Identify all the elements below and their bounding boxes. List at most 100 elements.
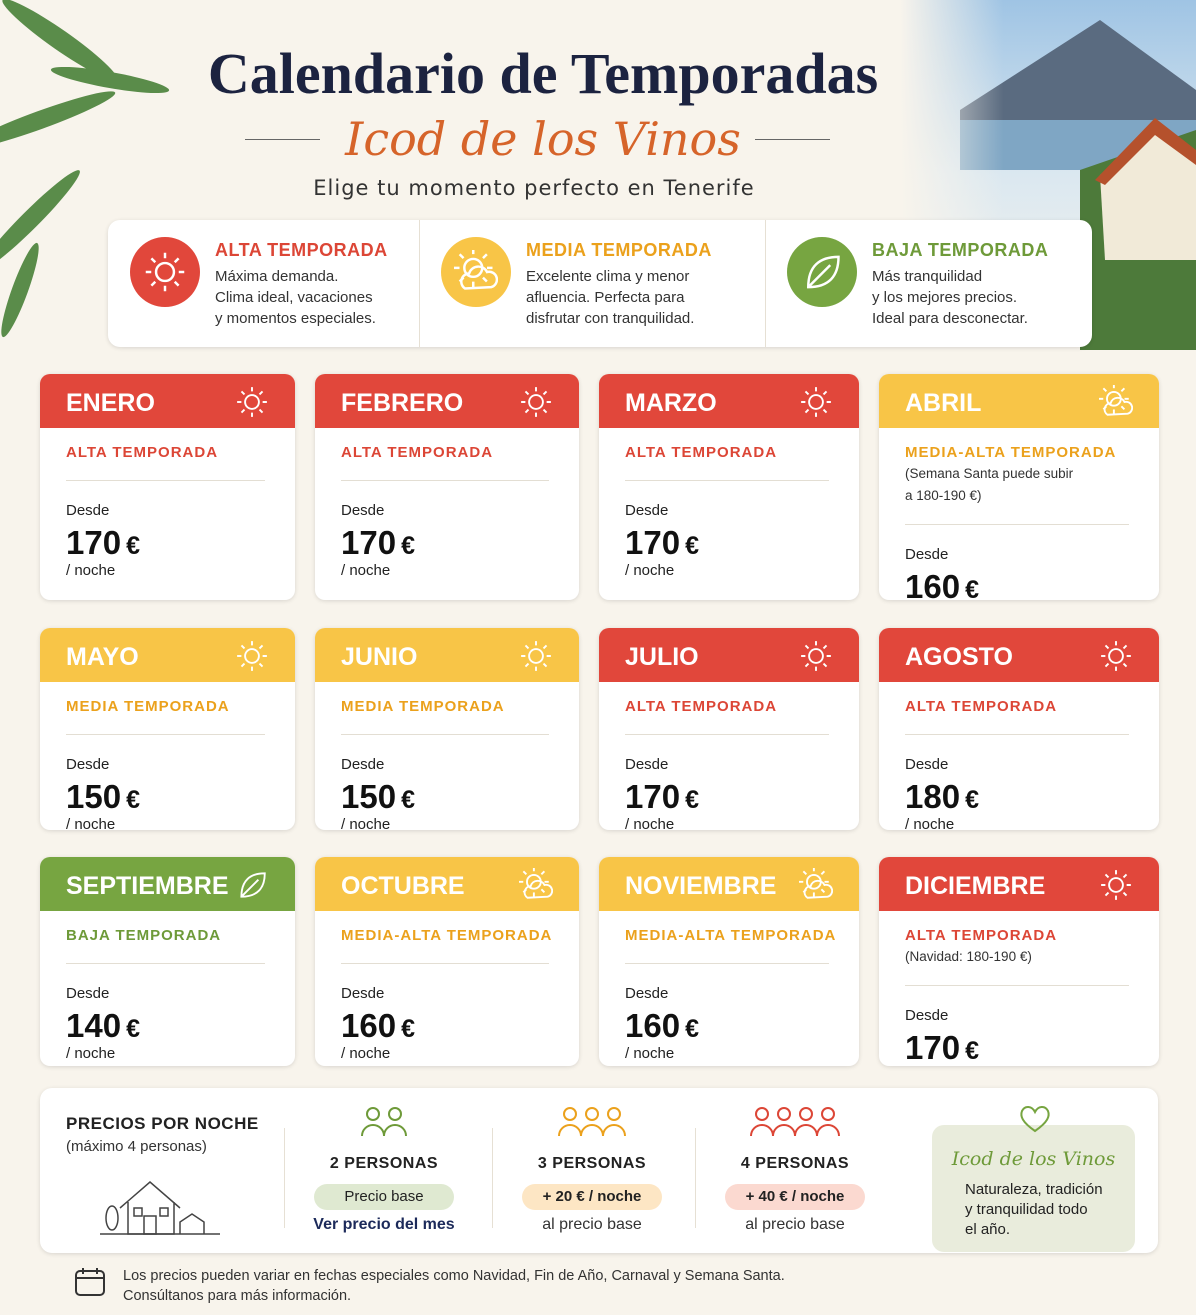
people-count: 4 PERSONAS (740, 1155, 850, 1172)
month-card: SEPTIEMBRE BAJA TEMPORADA Desde 140 € / noche (40, 857, 295, 1066)
currency: € (685, 532, 699, 560)
divider (341, 480, 549, 481)
season-note: (Semana Santa puede subir (905, 466, 1074, 481)
month-header (315, 374, 579, 428)
per-night: / noche (341, 562, 391, 579)
people-count: 2 PERSONAS (329, 1155, 439, 1172)
price-badge: Precio base (314, 1184, 454, 1210)
legend-text: afluencia. Perfecta para (526, 289, 685, 306)
divider (341, 734, 549, 735)
pricing-title: PRECIOS POR NOCHE (66, 1114, 259, 1133)
season: MEDIA TEMPORADA (341, 698, 505, 715)
icon (807, 255, 840, 289)
price-note: al precio base (542, 1216, 642, 1233)
icon (1099, 383, 1134, 416)
month-card: JUNIO MEDIA TEMPORADA Desde 150 € / noche (315, 628, 579, 830)
from-label: Desde (341, 985, 385, 1002)
legend-text: Más tranquilidad (872, 268, 983, 285)
legend-title: MEDIA TEMPORADA (526, 240, 712, 260)
legend-text: Clima ideal, vacaciones (215, 289, 373, 306)
price: 170 € (905, 1029, 979, 1066)
month-name: SEPTIEMBRE (66, 872, 229, 900)
price-value: 160 (625, 1007, 681, 1044)
from-label: Desde (625, 502, 669, 519)
from-label: Desde (625, 756, 669, 773)
divider (66, 480, 265, 481)
brand-name: Icod de los Vinos (951, 1148, 1116, 1170)
season-note: a 180-190 €) (905, 488, 982, 503)
month-name: ABRIL (905, 389, 982, 417)
people-icon (748, 1106, 842, 1145)
legend-text: Excelente clima y menor (526, 268, 690, 285)
price: 160 € (625, 1007, 699, 1045)
price-value: 160 (905, 568, 961, 600)
currency: € (126, 532, 140, 560)
palm-leaves (0, 0, 170, 338)
icon (1101, 641, 1131, 671)
divider (695, 1128, 696, 1228)
price: 160 € (341, 1007, 415, 1045)
month-header (599, 857, 859, 911)
month-card: DICIEMBRE ALTA TEMPORADA (Navidad: 180-190… (879, 857, 1159, 1066)
price-value: 140 (66, 1007, 122, 1044)
from-label: Desde (341, 502, 385, 519)
legend-text: y momentos especiales. (215, 310, 376, 327)
icon (237, 641, 267, 671)
per-night: / noche (625, 1045, 675, 1062)
divider (625, 480, 829, 481)
season: MEDIA TEMPORADA (66, 698, 230, 715)
house-icon (100, 1168, 220, 1243)
from-label: Desde (66, 756, 110, 773)
from-label: Desde (905, 1007, 949, 1024)
month-name: MAYO (66, 643, 139, 671)
price-badge: + 20 € / noche (522, 1184, 662, 1210)
price: 180 € (905, 778, 979, 816)
currency: € (965, 576, 979, 600)
pricing-box: PRECIOS POR NOCHE (máximo 4 personas) 2 PE… (40, 1088, 1158, 1253)
month-icon (1099, 383, 1134, 424)
divider (905, 734, 1129, 735)
season: ALTA TEMPORADA (66, 444, 219, 461)
brand-panel (932, 1125, 1135, 1252)
from-label: Desde (625, 985, 669, 1002)
currency: € (126, 786, 140, 814)
currency: € (685, 786, 699, 814)
month-card: FEBRERO ALTA TEMPORADA Desde 170 € / noche (315, 374, 579, 600)
icon (801, 641, 831, 671)
currency: € (401, 532, 415, 560)
currency: € (685, 1015, 699, 1043)
month-header (40, 374, 295, 428)
currency: € (401, 786, 415, 814)
icon (145, 252, 185, 292)
month-card: ABRIL MEDIA-ALTA TEMPORADA (Semana Santa p… (879, 374, 1159, 600)
price-badge: + 40 € / noche (725, 1184, 865, 1210)
month-icon (799, 639, 833, 678)
people-icon (359, 1106, 409, 1145)
legend-text: Máxima demanda. (215, 268, 339, 285)
house (100, 1181, 220, 1235)
brand-text: y tranquilidad todo (965, 1201, 1088, 1218)
month-card: NOVIEMBRE MEDIA-ALTA TEMPORADA Desde 160 € / … (599, 857, 859, 1066)
month-icon (235, 385, 269, 424)
per-night: / noche (341, 1045, 391, 1062)
price-value: 160 (341, 1007, 397, 1044)
tagline: Elige tu momento perfecto en Tenerife (313, 176, 755, 200)
divider (419, 220, 420, 347)
price: 150 € (66, 778, 140, 816)
divider (492, 1128, 493, 1228)
price: 170 € (341, 524, 415, 562)
legend-icon (441, 237, 511, 307)
divider (625, 734, 829, 735)
price-value: 170 (625, 524, 681, 561)
legend-text: y los mejores precios. (872, 289, 1018, 306)
price-note: al precio base (745, 1216, 845, 1233)
from-label: Desde (66, 502, 110, 519)
per-night: / noche (66, 562, 116, 579)
month-icon (1099, 868, 1133, 907)
price-value: 180 (905, 778, 961, 815)
heart-icon (1018, 1102, 1052, 1139)
icon (519, 866, 554, 899)
divider (905, 985, 1129, 986)
month-name: AGOSTO (905, 643, 1013, 671)
